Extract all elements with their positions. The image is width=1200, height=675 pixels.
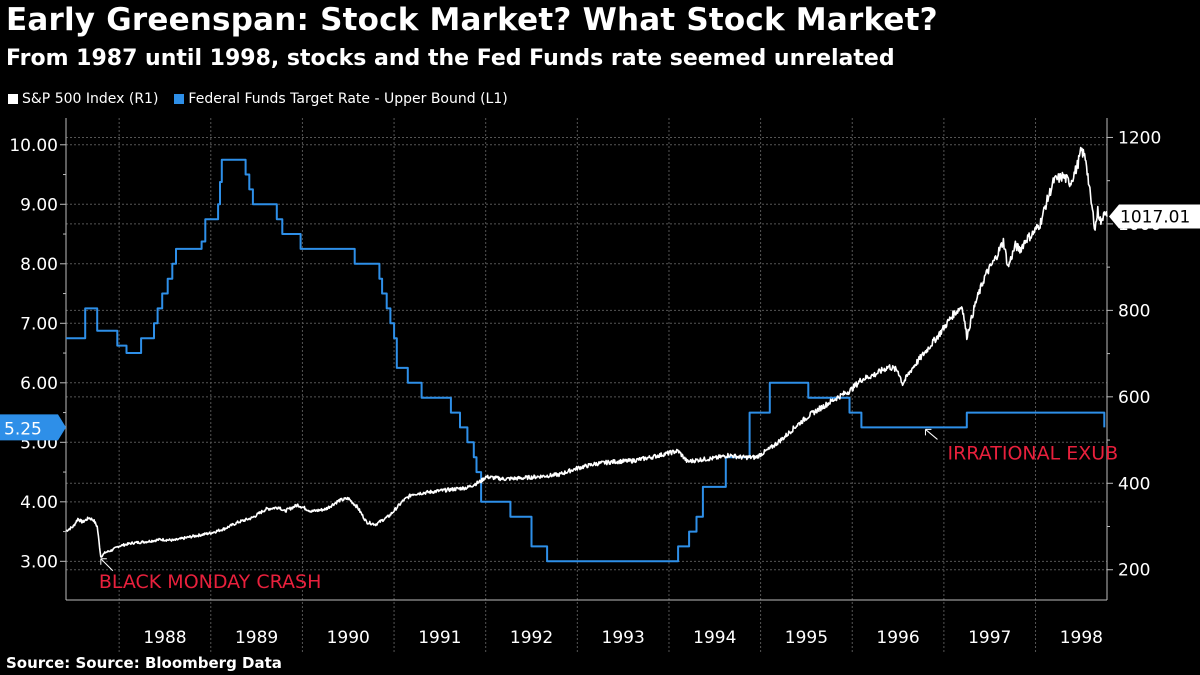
fed-funds-last-value-tag: 5.25 [0,414,66,441]
y-right-tick-label: 1200 [1118,128,1161,148]
y-left-tick-label: 9.00 [20,195,58,215]
sp500-tag-shape [1109,204,1200,229]
y-left-tick-label: 7.00 [20,314,58,334]
fed-funds-tag-shape [0,414,66,441]
x-tick-label: 1997 [968,628,1011,648]
legend-label-fed-funds: Federal Funds Target Rate - Upper Bound … [188,91,508,107]
x-tick-label: 1988 [143,628,186,648]
sp500-line [65,146,1108,558]
legend-item-fed-funds[interactable]: Federal Funds Target Rate - Upper Bound … [174,91,508,107]
chart-title: Early Greenspan: Stock Market? What Stoc… [6,2,938,38]
y-right-tick-label: 200 [1118,561,1150,581]
legend-label-sp500: S&P 500 Index (R1) [22,91,159,107]
y-right-tick-label: 400 [1118,474,1150,494]
annotation-arrowhead [100,558,107,565]
x-tick-label: 1995 [785,628,828,648]
annotation-arrowhead [924,428,932,436]
x-tick-label: 1989 [235,628,278,648]
y-left-tick-label: 8.00 [20,255,58,275]
annotation-pointer [925,429,938,440]
legend-swatch-fed-funds [174,94,185,104]
x-tick-label: 1992 [510,628,553,648]
x-tick-label: 1993 [602,628,645,648]
y-right-tick-label: 600 [1118,388,1150,408]
x-tick-label: 1991 [418,628,461,648]
y-left-tick-label: 3.00 [20,552,58,572]
fed-funds-last-value: 5.25 [4,419,42,439]
legend-item-sp500[interactable]: S&P 500 Index (R1) [8,91,158,107]
legend: S&P 500 Index (R1) Federal Funds Target … [8,91,508,107]
x-tick-label: 1994 [693,628,736,648]
legend-swatch-sp500 [8,94,18,104]
y-left-tick-label: 10.00 [9,136,58,156]
fed-funds-line [66,158,1106,563]
annotation-irrational-exuberance: IRRATIONAL EXUB [947,442,1118,464]
annotation-black-monday: BLACK MONDAY CRASH [99,571,322,593]
annotation: IRRATIONAL EXUB [924,428,1118,464]
annotation-pointer [100,558,114,572]
axis-labels: 1988 1989 1990 1991 1992 1993 1994 1995 1996 1997… [0,128,1200,648]
sp500-last-value-tag: 1017.01 [1109,204,1200,229]
source-note: Source: Source: Bloomberg Data [6,654,282,672]
grid-lines [66,118,1107,652]
chart-subtitle: From 1987 until 1998, stocks and the Fed… [6,46,895,71]
x-tick-label: 1998 [1060,628,1103,648]
series-lines [65,146,1108,563]
y-left-tick-label: 4.00 [20,493,58,513]
x-tick-label: 1990 [327,628,370,648]
sp500-last-value: 1017.01 [1120,208,1190,228]
y-left-tick-label: 6.00 [20,374,58,394]
annotation: BLACK MONDAY CRASH [99,558,322,593]
axes [60,118,1113,601]
annotations: BLACK MONDAY CRASH IRRATIONAL EXUB [99,428,1118,593]
x-tick-label: 1996 [876,628,919,648]
y-right-tick-label: 800 [1118,301,1150,321]
